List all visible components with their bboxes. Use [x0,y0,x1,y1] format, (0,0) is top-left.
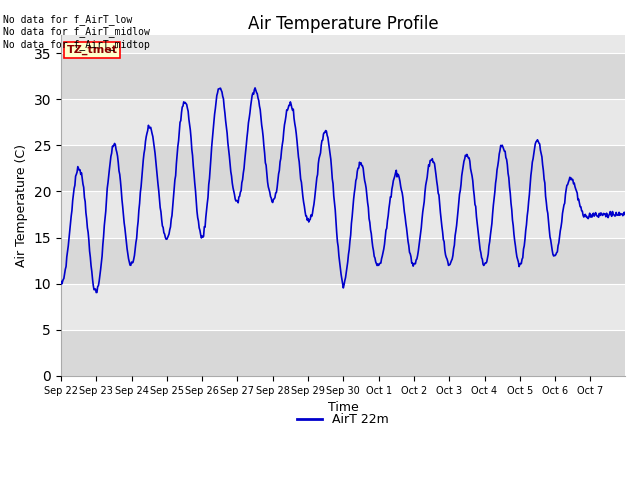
Bar [61,330,625,376]
Text: No data for f_AirT_low: No data for f_AirT_low [3,13,132,24]
Legend: AirT 22m: AirT 22m [292,408,394,431]
Y-axis label: Air Temperature (C): Air Temperature (C) [15,144,28,267]
Bar [61,99,625,145]
Bar [61,192,625,238]
Text: No data for f_AirT_midtop: No data for f_AirT_midtop [3,39,150,50]
Bar [61,284,625,330]
Bar [61,53,625,99]
Text: TZ_tmet: TZ_tmet [67,45,118,55]
X-axis label: Time: Time [328,401,358,414]
Bar [61,238,625,284]
Text: No data for f_AirT_midlow: No data for f_AirT_midlow [3,26,150,37]
Title: Air Temperature Profile: Air Temperature Profile [248,15,438,33]
Bar [61,145,625,192]
